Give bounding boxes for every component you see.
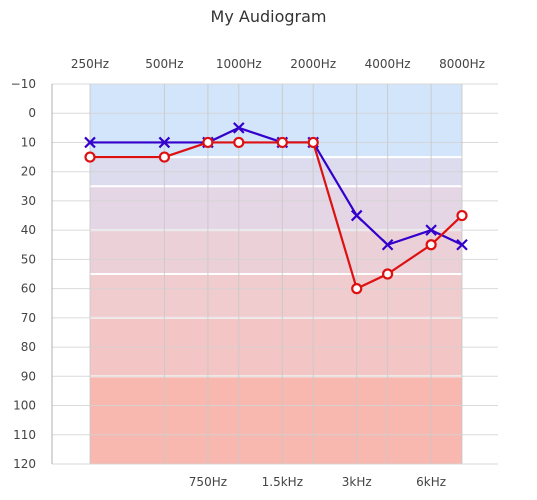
y-tick-label-12: 110 [13, 428, 36, 442]
series-0-point-3 [233, 122, 245, 134]
x-axis-top: 250Hz 500Hz 1000Hz 2000Hz 4000Hz 8000Hz [71, 57, 485, 71]
y-tick-label-9: 80 [21, 340, 36, 354]
x-top-label-5: 8000Hz [439, 57, 485, 71]
hearing-band-0 [90, 84, 462, 158]
series-1-point-1 [158, 151, 170, 163]
series-1-point-8 [425, 239, 437, 251]
hearing-band-2 [90, 186, 462, 231]
series-0-point-0 [84, 136, 96, 149]
y-axis: −10 0 10 20 30 40 50 60 70 80 90 100 110 120 [11, 77, 36, 471]
y-tick-label-3: 20 [21, 165, 36, 179]
y-tick-label-11: 100 [13, 399, 36, 413]
series-1-point-7 [382, 268, 394, 280]
x-bottom-label-3: 6kHz [416, 475, 446, 489]
y-tick-label-2: 10 [21, 135, 36, 149]
hearing-band-3 [90, 230, 462, 274]
chart-title: My Audiogram [210, 7, 327, 26]
y-tick-label-0: −10 [11, 77, 36, 91]
x-bottom-label-1: 1.5kHz [262, 475, 303, 489]
series-1-point-0 [84, 151, 96, 163]
hearing-band-4 [90, 274, 462, 318]
series-1-point-5 [307, 136, 319, 149]
series-1-point-4 [276, 136, 288, 149]
data-series [84, 122, 468, 295]
series-0-point-7 [381, 238, 394, 251]
y-tick-label-5: 40 [21, 223, 36, 237]
y-tick-label-13: 120 [13, 457, 36, 471]
y-tick-label-4: 30 [21, 194, 36, 208]
series-1-line [90, 141, 463, 290]
x-top-label-3: 2000Hz [290, 57, 336, 71]
y-tick-label-1: 0 [28, 106, 36, 120]
hearing-band-6 [90, 376, 462, 464]
x-axis-bottom: 750Hz 1.5kHz 3kHz 6kHz [189, 475, 446, 489]
series-0-point-8 [425, 224, 437, 236]
x-bottom-label-0: 750Hz [189, 475, 227, 489]
series-0-point-1 [158, 136, 171, 149]
x-bottom-label-2: 3kHz [342, 475, 372, 489]
x-top-label-0: 250Hz [71, 57, 109, 71]
series-1-point-6 [351, 283, 363, 295]
y-tick-label-8: 70 [21, 311, 36, 325]
y-tick-label-10: 90 [21, 369, 36, 383]
x-top-label-4: 4000Hz [365, 57, 411, 71]
series-1-point-3 [233, 136, 245, 149]
series-1-point-2 [202, 136, 214, 149]
series-0-point-9 [456, 238, 468, 251]
x-top-label-1: 500Hz [145, 57, 183, 71]
y-tick-label-7: 60 [21, 282, 36, 296]
y-tick-label-6: 50 [21, 252, 36, 266]
series-0-point-6 [350, 209, 363, 222]
series-1-point-9 [456, 209, 468, 222]
x-top-label-2: 1000Hz [216, 57, 262, 71]
